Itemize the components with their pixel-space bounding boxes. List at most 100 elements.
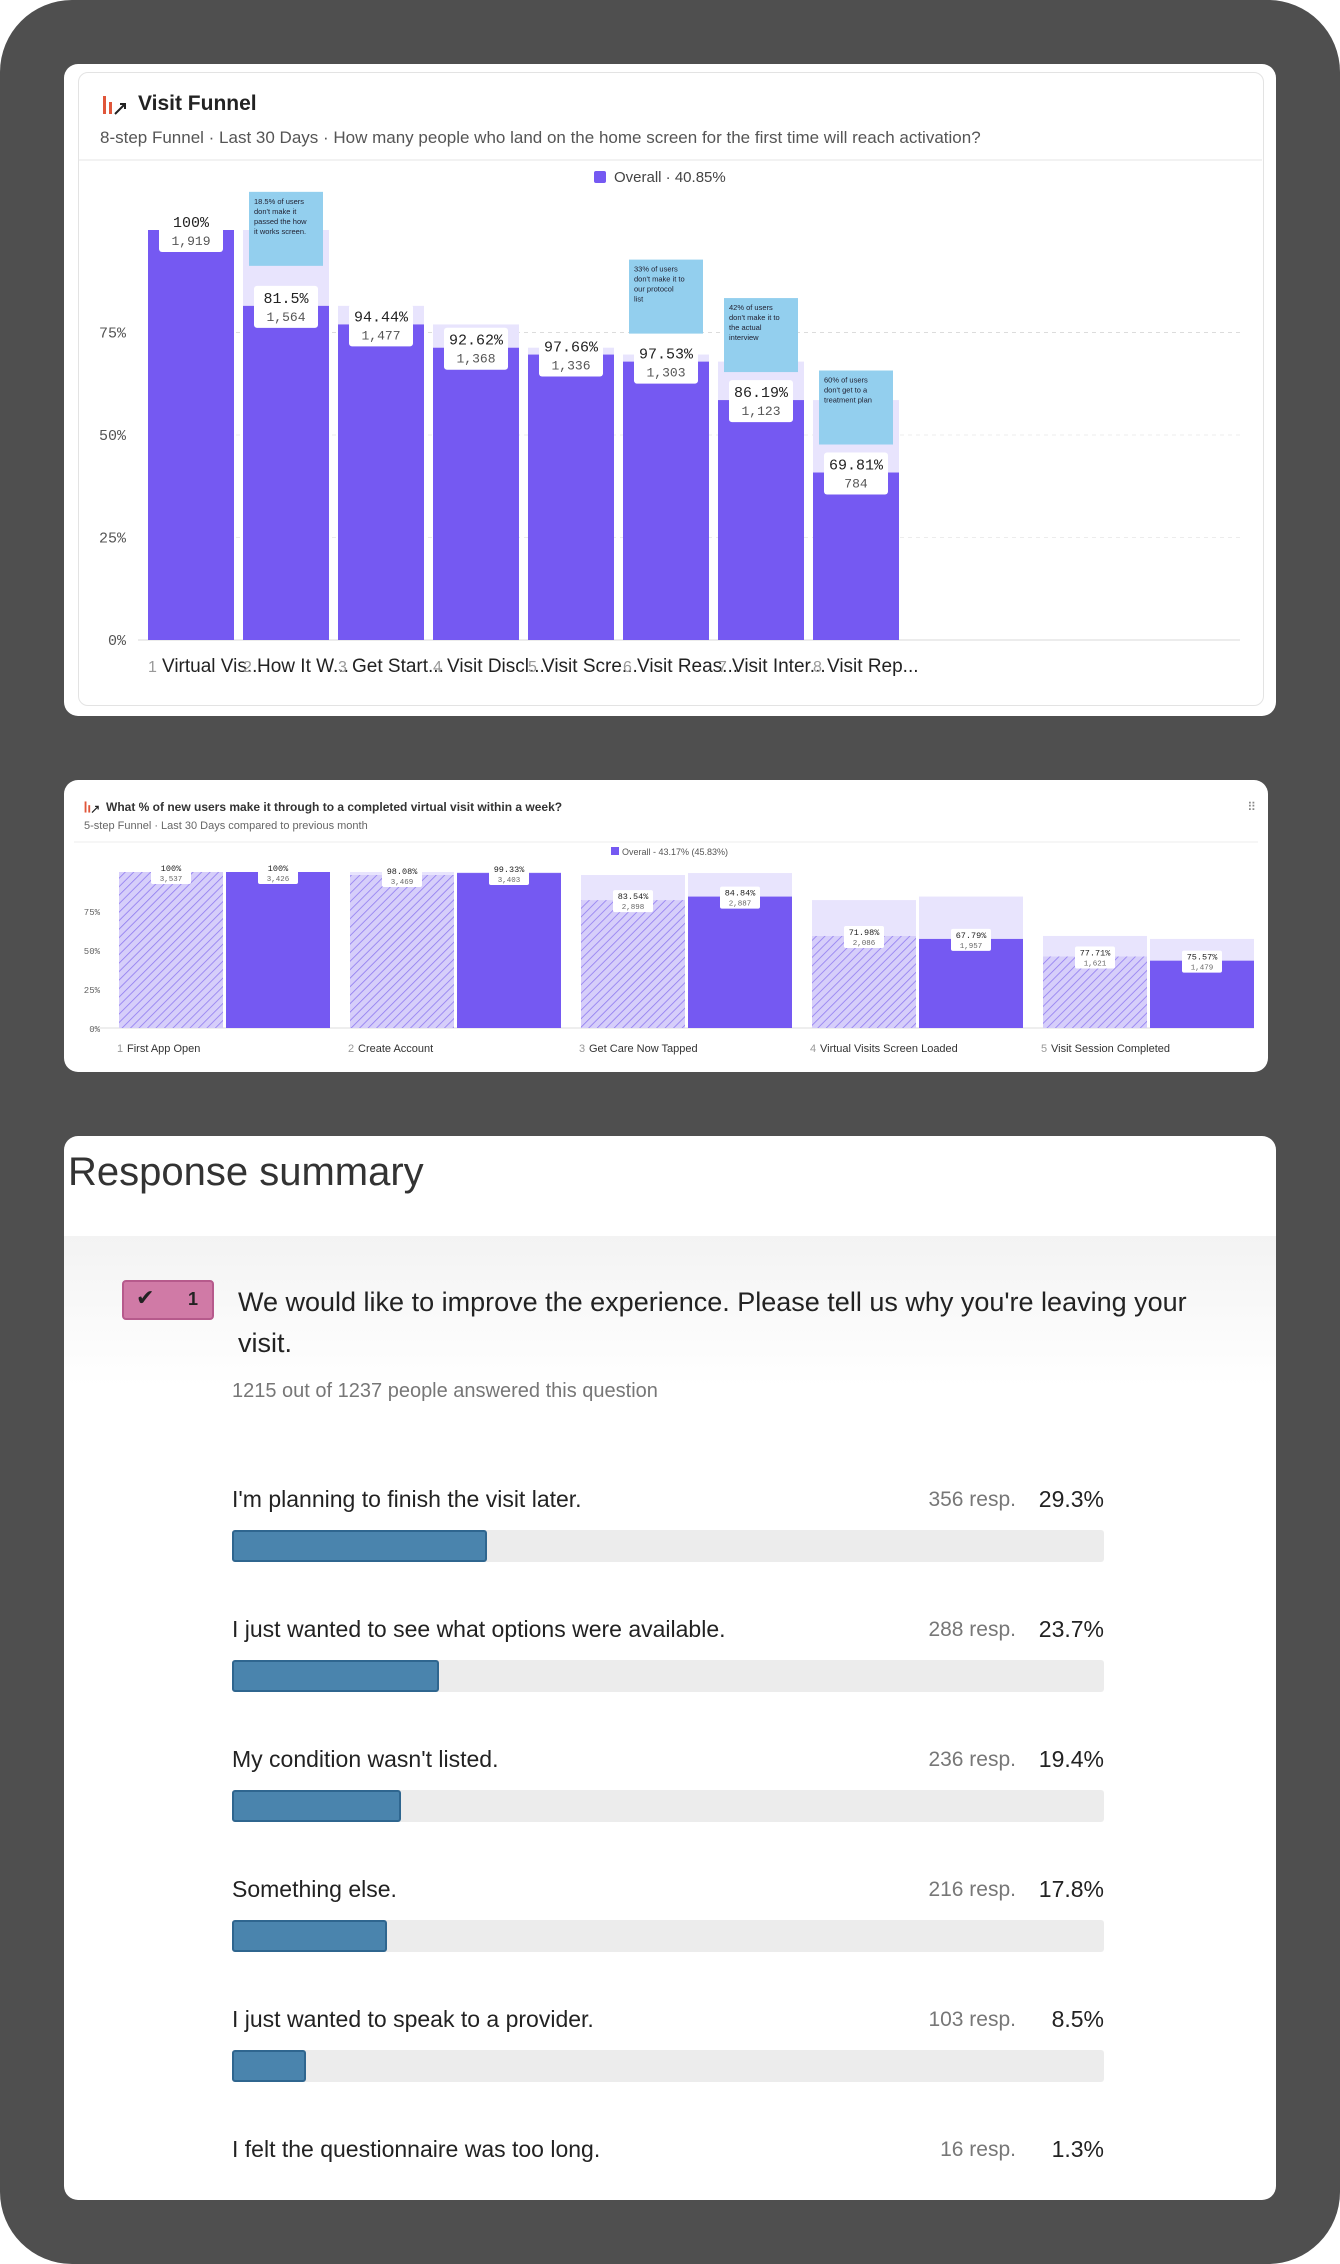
chart-title[interactable]: What % of new users make it through to a…	[106, 800, 563, 814]
step-count-label: 1,303	[646, 366, 685, 381]
bar-label-box	[613, 890, 653, 913]
category-label[interactable]: 3 Get Start...	[338, 656, 444, 677]
category-label[interactable]: 7 Visit Inter...	[718, 656, 826, 677]
step-percent-label: 84.84%	[725, 889, 757, 899]
category-label[interactable]: 4 Virtual Visits Screen Loaded	[810, 1043, 958, 1055]
bar-label-box	[844, 925, 884, 948]
dropoff-region[interactable]	[688, 873, 792, 897]
step-count-label: 3,426	[267, 876, 290, 884]
funnel-bar[interactable]	[623, 361, 709, 640]
bar-label-box	[254, 285, 318, 328]
annotation-line: the actual	[729, 323, 762, 332]
chart-title[interactable]: Visit Funnel	[138, 92, 257, 115]
funnel-bar[interactable]	[226, 872, 330, 1028]
y-tick-label: 75%	[84, 908, 101, 918]
category-label[interactable]: 1 First App Open	[117, 1043, 200, 1055]
legend-label: Overall - 43.17% (45.83%)	[622, 847, 728, 857]
previous-period-bar[interactable]	[350, 874, 454, 1028]
category-label[interactable]: 8 Visit Rep...	[813, 656, 919, 677]
step-percent-label: 98.08%	[387, 867, 419, 877]
category-label[interactable]: 3 Get Care Now Tapped	[579, 1043, 698, 1055]
y-tick-label: 50%	[99, 428, 127, 445]
funnel-bar[interactable]	[338, 324, 424, 640]
drag-handle-icon[interactable]: ⠿	[1247, 800, 1256, 814]
step-number: 1	[148, 659, 157, 676]
response-count: 356 resp.	[928, 1488, 1016, 1511]
annotation-line: interview	[729, 333, 759, 342]
step-percent-label: 100%	[161, 864, 182, 874]
y-tick-label: 0%	[108, 633, 127, 650]
previous-period-bar[interactable]	[119, 872, 223, 1028]
dropoff-region[interactable]	[1150, 938, 1254, 961]
category-label[interactable]: 5 Visit Session Completed	[1041, 1043, 1170, 1055]
annotation-line: passed the how	[254, 217, 307, 226]
step-number: 8	[813, 659, 822, 676]
previous-period-bar[interactable]	[581, 900, 685, 1028]
bar-label-box	[151, 862, 191, 884]
dropoff-region[interactable]	[1043, 935, 1147, 957]
step-percent-label: 71.98%	[849, 928, 881, 938]
bar-label-box	[729, 380, 793, 423]
bar-label-box	[489, 863, 529, 886]
funnel-bar[interactable]	[688, 896, 792, 1028]
funnel-bar[interactable]	[457, 873, 561, 1028]
step-percent-label: 69.81%	[829, 458, 884, 475]
visit-funnel-card: Visit Funnel 8-step Funnel · Last 30 Day…	[64, 64, 1276, 716]
response-label: I just wanted to speak to a provider.	[232, 2006, 594, 2032]
category-label[interactable]: 6 Visit Reas...	[623, 656, 738, 677]
step-number: 2	[243, 659, 252, 676]
previous-period-bar[interactable]	[812, 935, 916, 1028]
bar-label-box	[349, 304, 413, 347]
annotation-line: don't get to a	[824, 386, 868, 395]
funnel-bar[interactable]	[243, 305, 329, 640]
legend[interactable]: Overall - 43.17% (45.83%)	[611, 847, 728, 857]
step-percent-label: 94.44%	[354, 309, 409, 326]
step-number: 3	[338, 659, 347, 676]
bar-label-box	[720, 886, 760, 909]
funnel-bar[interactable]	[718, 400, 804, 640]
funnel-bar[interactable]	[528, 354, 614, 640]
annotation-box	[724, 298, 798, 373]
visit-funnel-panel	[78, 72, 1264, 706]
question-badge: ✔ 1	[122, 1280, 214, 1320]
bar-label-box	[1182, 950, 1222, 973]
category-label[interactable]: 1 Virtual Vis...	[148, 656, 263, 677]
step-name: Create Account	[358, 1043, 433, 1055]
annotation-line: list	[634, 295, 644, 304]
bar-label-box	[951, 928, 991, 951]
step-percent-label: 75.57%	[1187, 953, 1219, 963]
funnel-bar[interactable]	[433, 347, 519, 640]
step-number: 6	[623, 659, 632, 676]
question-text: We would like to improve the experience.…	[238, 1287, 1187, 1358]
category-label[interactable]: 5 Visit Scre...	[528, 656, 638, 677]
step-name: Visit Discl...	[447, 656, 545, 677]
response-row: Something else. 216 resp. 17.8%	[232, 1876, 1104, 1956]
bar-label-box	[1075, 946, 1115, 969]
funnel-bar[interactable]	[919, 938, 1023, 1028]
category-label[interactable]: 2 How It W...	[243, 656, 349, 677]
step-number: 5	[1041, 1043, 1047, 1055]
y-tick-label: 75%	[99, 326, 127, 343]
new-users-funnel-card: What % of new users make it through to a…	[64, 780, 1268, 1072]
chart-subtitle: 8-step Funnel · Last 30 Days · How many …	[100, 128, 981, 147]
step-number: 7	[718, 659, 727, 676]
category-label[interactable]: 2 Create Account	[348, 1043, 433, 1055]
response-bar-fill	[232, 1660, 439, 1692]
chart-subtitle: 5-step Funnel · Last 30 Days compared to…	[84, 820, 368, 832]
legend[interactable]: Overall · 40.85%	[594, 169, 726, 186]
bar-label-box	[159, 210, 223, 252]
funnel-bar[interactable]	[813, 472, 899, 640]
step-count-label: 1,336	[551, 359, 590, 374]
visit-funnel-chart: 0% 25% 50% 75% Overall · 40.85% 100% 1,919 1 Vir…	[78, 159, 1262, 677]
step-name: Virtual Visits Screen Loaded	[820, 1043, 958, 1055]
category-label[interactable]: 4 Visit Discl...	[433, 656, 545, 677]
annotation-box	[819, 370, 893, 445]
section-title: Response summary	[68, 1150, 424, 1194]
step-count-label: 1,919	[171, 234, 210, 249]
funnel-bar[interactable]	[148, 230, 234, 640]
response-count: 288 resp.	[928, 1618, 1016, 1641]
